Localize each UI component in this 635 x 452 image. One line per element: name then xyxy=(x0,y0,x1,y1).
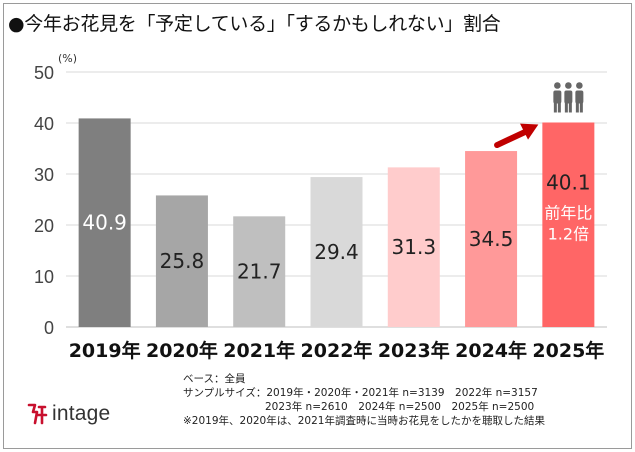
y-tick-label: 40 xyxy=(34,114,54,134)
y-axis-unit: (%) xyxy=(58,52,78,65)
y-tick-label: 10 xyxy=(34,267,54,287)
y-tick-label: 30 xyxy=(34,165,54,185)
x-tick-label: 2020年 xyxy=(146,339,218,362)
x-tick-label: 2019年 xyxy=(69,339,141,362)
yoy-annotation-value: 1.2倍 xyxy=(548,224,589,243)
page-title: ●今年お花見を「予定している」「するかもしれない」割合 xyxy=(8,13,501,35)
x-tick-label: 2023年 xyxy=(378,339,450,362)
bar xyxy=(465,151,518,327)
bar xyxy=(542,122,595,328)
footnote: ※2019年、2020年は、2021年調査時に当時お花見をしたかを聴取した結果 xyxy=(183,415,545,427)
bar xyxy=(233,216,286,327)
bar-value-label: 40.1 xyxy=(546,170,591,194)
bar xyxy=(78,118,131,327)
bar xyxy=(155,195,208,327)
y-tick-label: 20 xyxy=(34,216,54,236)
x-tick-label: 2022年 xyxy=(301,339,373,362)
people-group-icon xyxy=(553,82,584,113)
x-tick-label: 2021年 xyxy=(223,339,295,362)
y-tick-label: 50 xyxy=(34,63,54,83)
bar xyxy=(310,177,363,327)
intage-logo: intage xyxy=(26,402,110,426)
bar-value-label: 34.5 xyxy=(469,227,514,251)
x-tick-label: 2025年 xyxy=(532,339,604,362)
bar-value-label: 31.3 xyxy=(392,235,437,259)
x-tick-label: 2024年 xyxy=(455,339,527,362)
y-tick-label: 0 xyxy=(44,318,54,338)
sample-size-note: サンプルサイズ：2019年・2020年・2021年 n=3139 2022年 n… xyxy=(183,387,538,399)
chart-notes: ベース：全員 サンプルサイズ：2019年・2020年・2021年 n=3139 … xyxy=(183,372,545,428)
sample-size-note-2: 2023年 n=2610 2024年 n=2500 2025年 n=2500 xyxy=(265,401,535,413)
bar-value-label: 29.4 xyxy=(314,240,359,264)
bar-value-label: 40.9 xyxy=(82,211,127,235)
base-note: ベース：全員 xyxy=(183,373,246,385)
bar-value-label: 25.8 xyxy=(160,249,205,273)
trend-arrow-head xyxy=(520,123,539,140)
bar xyxy=(387,167,440,327)
intage-logo-text: intage xyxy=(52,402,111,425)
yoy-annotation-label: 前年比 xyxy=(544,203,592,222)
intage-logo-icon xyxy=(27,403,48,425)
bar-value-label: 21.7 xyxy=(237,260,282,284)
